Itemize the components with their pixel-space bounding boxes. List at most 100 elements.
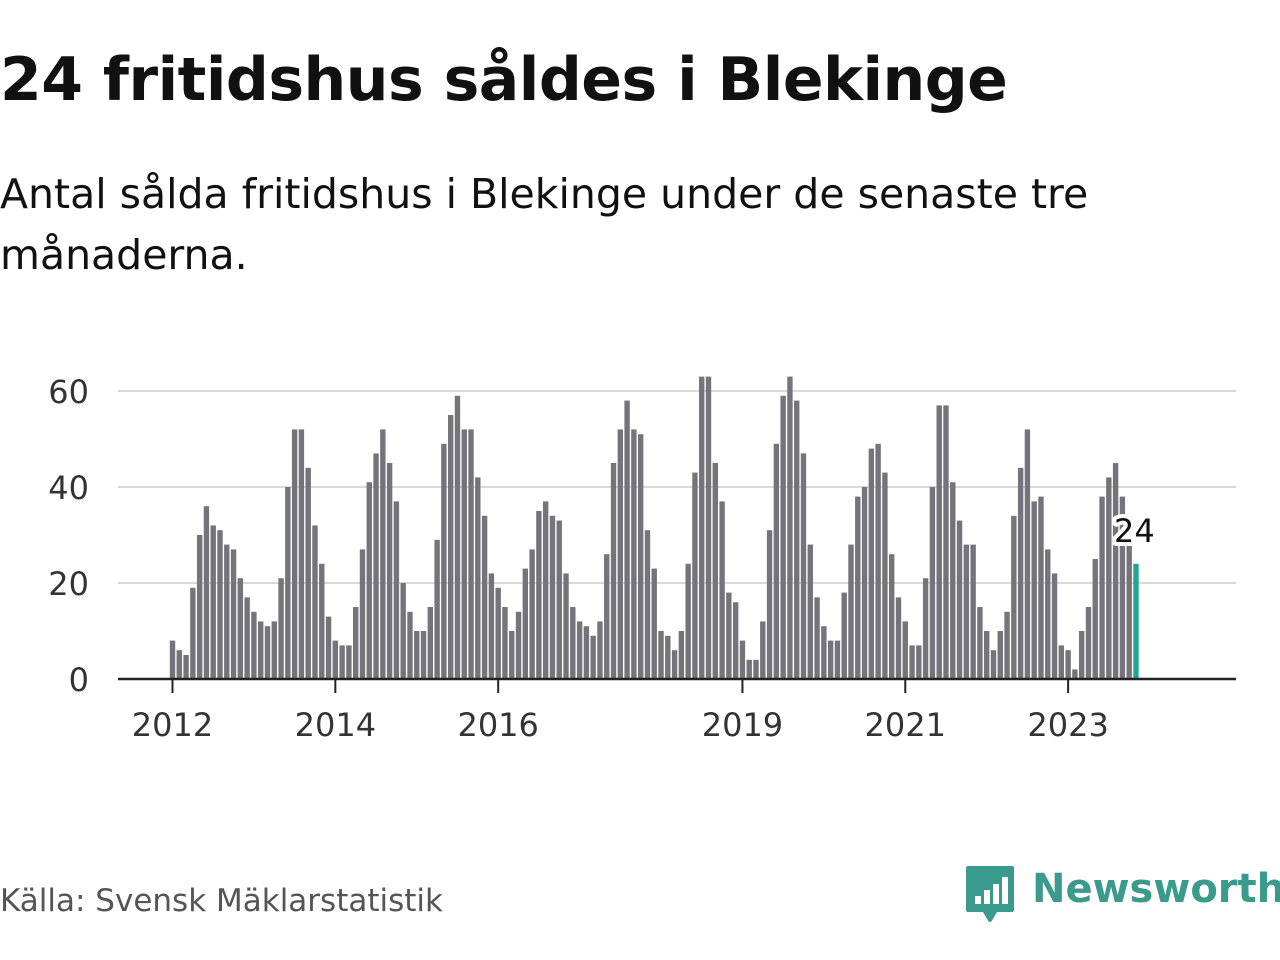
bar <box>400 583 406 679</box>
bar <box>760 621 766 679</box>
bar <box>936 405 942 679</box>
bar <box>984 631 990 679</box>
bar <box>576 621 583 679</box>
bar <box>468 429 474 679</box>
bar <box>475 477 481 679</box>
bar <box>678 631 685 679</box>
bar <box>495 587 501 679</box>
bar <box>719 501 725 679</box>
bar <box>529 549 535 679</box>
bar <box>922 578 929 679</box>
bar <box>726 592 732 679</box>
bar <box>196 535 203 679</box>
bar <box>753 659 759 679</box>
bar <box>251 611 257 679</box>
bar <box>190 587 196 679</box>
bar <box>264 626 271 679</box>
bar <box>542 501 549 679</box>
bar <box>393 501 400 679</box>
bar <box>414 631 420 679</box>
bar <box>536 511 542 679</box>
bar <box>773 443 780 679</box>
bar <box>739 640 746 679</box>
bar <box>373 453 379 679</box>
bar <box>956 520 963 679</box>
bar <box>237 578 244 679</box>
bar <box>794 400 800 679</box>
bar-chart: 0 20 40 60 2012 2014 2016 2019 2021 2023 24 <box>48 373 1236 744</box>
bar <box>712 463 718 679</box>
bar <box>1099 496 1105 679</box>
bar <box>943 405 949 679</box>
bar <box>353 607 359 679</box>
bar <box>875 443 881 679</box>
bar <box>386 463 393 679</box>
highlight-bar <box>1133 563 1139 679</box>
bar <box>502 607 508 679</box>
bar <box>176 650 182 679</box>
bar <box>1051 573 1058 679</box>
bar <box>780 395 786 679</box>
bar <box>298 429 305 679</box>
bar <box>855 496 861 679</box>
bar <box>210 525 216 679</box>
bar <box>644 530 651 679</box>
bar <box>1112 463 1119 679</box>
bar <box>1072 669 1078 679</box>
bar <box>977 607 983 679</box>
bar <box>522 568 529 679</box>
bar <box>637 434 644 679</box>
bar <box>169 640 176 679</box>
bar <box>583 626 590 679</box>
y-tick-label: 40 <box>48 469 89 507</box>
bar <box>963 544 970 679</box>
x-tick-label: 2023 <box>1027 706 1108 744</box>
bar <box>929 487 936 679</box>
bar <box>427 607 434 679</box>
bar <box>447 415 454 679</box>
bar <box>766 530 773 679</box>
bar <box>291 429 298 679</box>
bar <box>848 544 854 679</box>
bar <box>746 659 752 679</box>
newsworthy-logo-icon <box>966 866 1014 922</box>
labels: 0 20 40 60 2012 2014 2016 2019 2021 2023 24 <box>48 373 1158 744</box>
x-tick-label: 2019 <box>702 706 783 744</box>
bar <box>651 568 657 679</box>
y-tick-label: 20 <box>48 565 89 603</box>
bar <box>359 549 366 679</box>
bar <box>699 376 705 679</box>
bar <box>312 525 318 679</box>
bar <box>997 631 1003 679</box>
bar <box>889 554 895 679</box>
bar <box>685 563 691 679</box>
bar <box>732 602 739 679</box>
bar <box>882 472 888 679</box>
bar <box>434 539 440 679</box>
bar <box>366 482 372 679</box>
bar <box>1126 544 1132 679</box>
y-tick-label: 60 <box>48 373 89 411</box>
x-tick-label: 2016 <box>457 706 538 744</box>
bar <box>1017 467 1024 679</box>
newsworthy-logo-text: Newsworthy <box>1032 866 1280 912</box>
bar <box>624 400 630 679</box>
bar <box>705 376 712 679</box>
bar <box>271 621 277 679</box>
bar <box>556 520 562 679</box>
bar <box>1092 559 1098 679</box>
bar <box>807 544 813 679</box>
bar <box>346 645 352 679</box>
bar <box>821 626 827 679</box>
bar <box>1119 496 1126 679</box>
bar <box>658 631 664 679</box>
x-tick-label: 2012 <box>132 706 213 744</box>
bar <box>841 592 847 679</box>
chart-subtitle: Antal sålda fritidshus i Blekinge under … <box>0 170 1089 279</box>
bar <box>230 549 237 679</box>
bar <box>339 645 345 679</box>
bar <box>1024 429 1031 679</box>
bar <box>488 573 495 679</box>
bar <box>258 621 264 679</box>
bar <box>481 515 488 679</box>
